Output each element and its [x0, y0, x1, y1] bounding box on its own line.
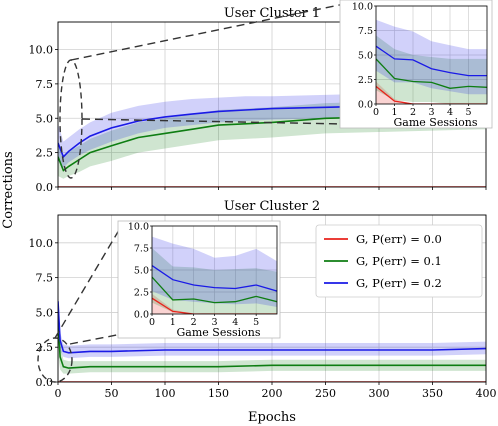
y-tick-label: 0.0 [36, 181, 54, 194]
inset-x-tick-label: 3 [428, 107, 434, 118]
inset-x-tick-label: 2 [191, 317, 197, 328]
x-tick-label: 250 [315, 387, 336, 400]
x-tick-label: 150 [208, 387, 229, 400]
legend-label-2: G, P(err) = 0.1 [356, 254, 442, 268]
inset-series-band-1 [152, 293, 277, 314]
chart-panels: User Cluster 10.02.55.07.510.00.02.55.07… [29, 0, 497, 400]
inset-y-tick-label: 5.0 [134, 266, 149, 277]
y-tick-label: 2.5 [36, 341, 54, 354]
inset-y-tick-label: 7.5 [358, 26, 373, 37]
y-tick-label: 10.0 [29, 44, 54, 57]
legend-label-3: G, P(err) = 0.2 [356, 276, 442, 290]
y-tick-label: 10.0 [29, 237, 54, 250]
series-group [58, 287, 486, 382]
inset-y-tick-label: 10.0 [352, 2, 373, 13]
inset-x-tick-label: 1 [391, 107, 397, 118]
inset-x-tick-label: 4 [447, 107, 453, 118]
inset-series-band-2 [152, 248, 277, 314]
inset-y-tick-label: 0.0 [358, 100, 373, 111]
inset-series-band-3 [152, 236, 277, 307]
panel-title: User Cluster 2 [224, 199, 320, 214]
inset-x-tick-label: 2 [410, 107, 416, 118]
y-axis-label: Corrections [1, 151, 16, 228]
inset-x-tick-label: 5 [465, 107, 471, 118]
legend-label-1: G, P(err) = 0.0 [356, 232, 442, 246]
x-tick-label: 350 [422, 387, 443, 400]
zoom-connector [70, 3, 345, 61]
x-tick-label: 50 [105, 387, 119, 400]
legend-box [315, 224, 483, 298]
inset-series-band-1 [376, 81, 487, 104]
panel-title: User Cluster 1 [224, 6, 320, 21]
x-tick-label: 400 [476, 387, 497, 400]
x-tick-label: 100 [155, 387, 176, 400]
inset-y-tick-label: 2.5 [134, 288, 149, 299]
inset-x-tick-label: 0 [149, 317, 155, 328]
panel-1: User Cluster 1 0.0 2.5 5.0 7.5 10.0 0.0 2.5 5.0 7… [29, 0, 493, 194]
x-tick-label: 200 [262, 387, 283, 400]
y-tick-label: 7.5 [36, 78, 54, 91]
inset-y-tick-label: 0.0 [134, 310, 149, 321]
inset-y-tick-label: 5.0 [358, 51, 373, 62]
x-tick-label: 300 [369, 387, 390, 400]
zoom-connector [69, 333, 123, 345]
inset-x-tick-label: 0 [373, 107, 379, 118]
inset-x-axis-label: Game Sessions [177, 326, 261, 339]
inset-series-group [376, 19, 487, 104]
y-tick-label: 5.0 [36, 306, 54, 319]
panel-2: User Cluster 20.02.55.07.510.00 50 100 150 2… [29, 199, 497, 400]
x-tick-label: 0 [55, 387, 62, 400]
inset-x-tick-label: 4 [232, 317, 238, 328]
zoom-connector [54, 224, 123, 339]
y-tick-label: 0.0 [36, 376, 54, 389]
legend: G, P(err) = 0.0 G, P(err) = 0.1 G, P(err) … [315, 224, 483, 298]
y-tick-label: 2.5 [36, 147, 54, 160]
inset-series-band-3 [376, 19, 487, 95]
y-tick-label: 5.0 [36, 112, 54, 125]
inset-x-tick-label: 5 [253, 317, 259, 328]
zoom-connector [81, 118, 345, 125]
y-tick-label: 7.5 [36, 272, 54, 285]
inset-series-group [152, 236, 277, 314]
inset-x-axis-label: Game Sessions [394, 116, 478, 129]
inset-y-tick-label: 10.0 [128, 222, 149, 233]
inset-x-tick-label: 1 [170, 317, 176, 328]
inset-y-tick-label: 7.5 [134, 244, 149, 255]
inset-x-tick-label: 3 [211, 317, 217, 328]
inset-y-tick-label: 2.5 [358, 75, 373, 86]
x-axis-label: Epochs [248, 410, 296, 425]
